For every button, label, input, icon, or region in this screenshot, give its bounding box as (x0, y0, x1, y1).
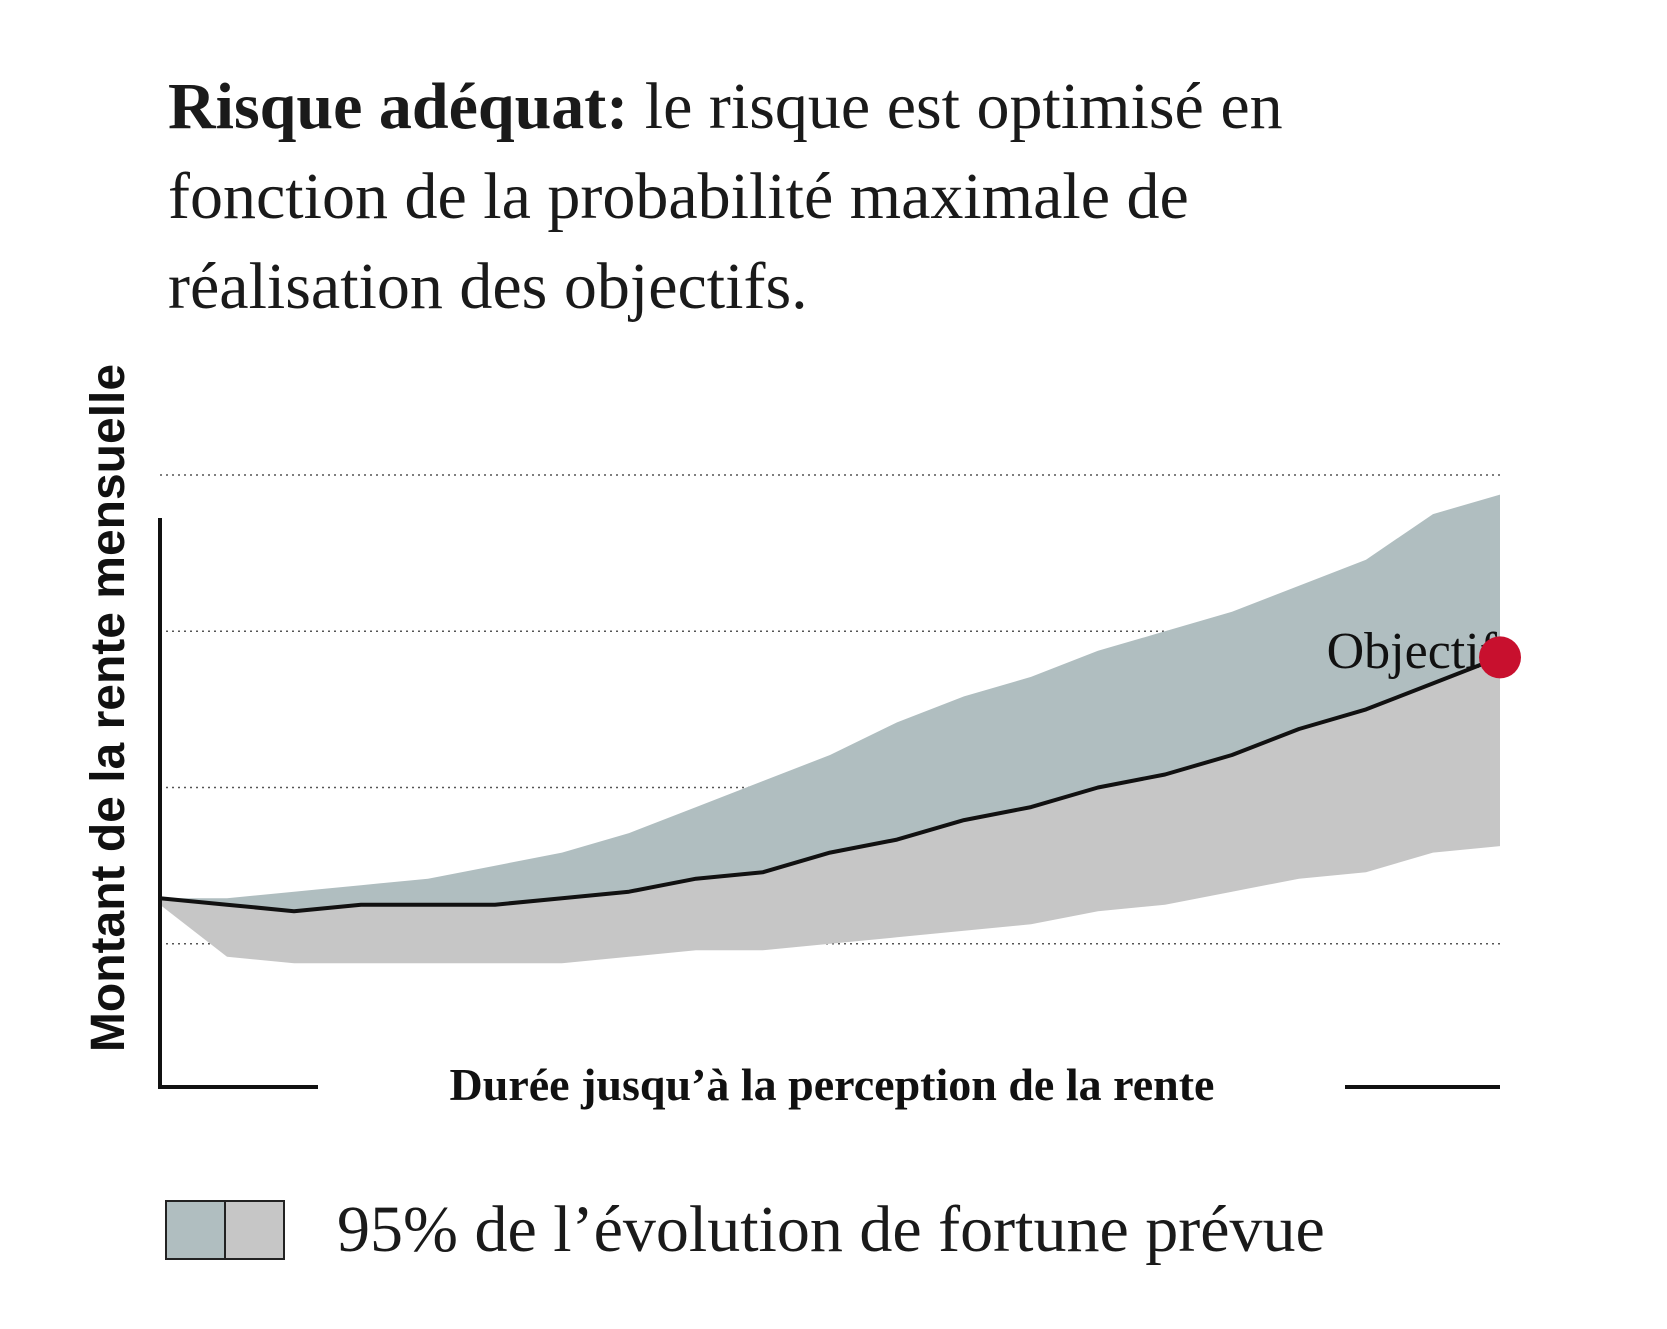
y-axis-label: Montant de la rente mensuelle (82, 364, 135, 1052)
title-bold: Risque adéquat: (168, 70, 629, 143)
band-upper-area (160, 494, 1500, 912)
legend-swatch (165, 1200, 285, 1260)
legend-label: 95% de l’évolution de fortune prévue (337, 1193, 1325, 1266)
legend: 95% de l’évolution de fortune prévue (165, 1195, 1325, 1265)
target-label: Objectif (1327, 623, 1498, 680)
title-text: le risque est optimisé en fonction de la… (168, 70, 1283, 323)
band-lower-area (160, 657, 1500, 964)
target-marker (1479, 636, 1521, 679)
chart-title: Risque adéquat: le risque est optimisé e… (168, 62, 1468, 332)
median-line (159, 655, 1501, 914)
chart: Durée jusqu’à la perception de la rente … (82, 364, 1521, 1110)
legend-swatch-lower (224, 1202, 283, 1258)
legend-swatch-upper (167, 1202, 224, 1258)
x-axis-label: Durée jusqu’à la perception de la rente (450, 1059, 1215, 1110)
